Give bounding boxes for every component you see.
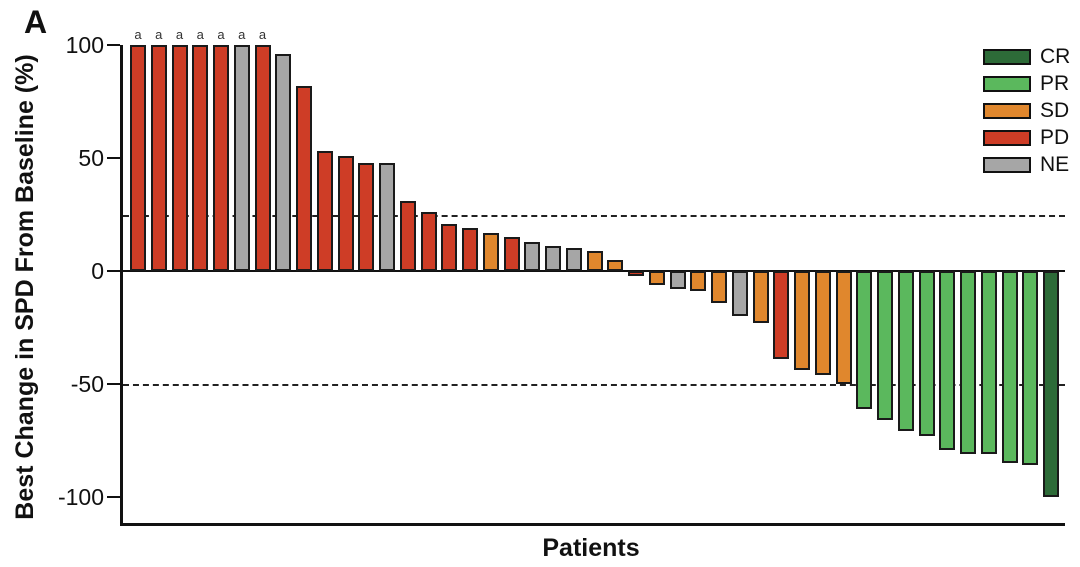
legend-row-pr: PR — [983, 72, 1070, 95]
patient-bar-sd — [586, 250, 603, 271]
y-tick-label: 50 — [78, 145, 104, 171]
footnote-marker: a — [258, 27, 267, 42]
y-tick-label: -50 — [70, 371, 104, 397]
legend-row-pd: PD — [983, 126, 1070, 149]
patient-bar-pd — [254, 45, 271, 271]
patient-bar-pd — [628, 271, 644, 276]
patient-bar-ne — [545, 246, 561, 271]
patient-bar-pd — [316, 151, 333, 271]
patient-bar-pd — [420, 212, 437, 271]
patient-bar-pd — [358, 162, 375, 271]
patient-bar-pr — [897, 271, 914, 432]
legend-row-sd: SD — [983, 99, 1070, 122]
patient-bar-ne — [379, 162, 395, 271]
y-tick-mark — [107, 44, 120, 46]
patient-bar-sd — [794, 271, 810, 371]
footnote-marker: a — [217, 27, 225, 42]
patient-bar-pd — [399, 200, 416, 271]
patient-bar-pr — [856, 271, 873, 409]
patient-bar-pr — [877, 271, 893, 421]
patient-bar-pr — [980, 271, 997, 455]
patient-bar-cr — [1043, 271, 1059, 497]
y-tick-label: 0 — [91, 258, 104, 284]
legend: CR PR SD PD NE — [983, 45, 1070, 183]
y-tick-mark — [107, 157, 120, 159]
legend-swatch-cr — [983, 48, 1031, 65]
footnote-marker: a — [175, 27, 184, 42]
patient-bar-ne — [731, 271, 748, 317]
lower-threshold-dashed-line — [123, 384, 1065, 386]
patient-bar-sd — [814, 271, 831, 375]
patient-bar-pd — [441, 223, 458, 271]
y-tick-mark — [107, 270, 120, 272]
legend-label: NE — [1040, 152, 1070, 176]
legend-label: PR — [1040, 71, 1070, 95]
patient-bar-sd — [482, 232, 499, 271]
footnote-marker: a — [196, 27, 204, 42]
upper-threshold-dashed-line — [123, 214, 1065, 217]
patient-bar-pd — [213, 45, 229, 271]
patient-bar-pd — [337, 155, 354, 271]
footnote-marker: a — [134, 27, 142, 42]
y-axis-label: Best Change in SPD From Baseline (%) — [11, 54, 39, 520]
patient-bar-ne — [524, 241, 541, 271]
footnote-marker: a — [155, 27, 163, 42]
legend-label: CR — [1040, 44, 1071, 68]
x-axis-label: Patients — [542, 534, 640, 562]
patient-bar-ne — [565, 248, 582, 271]
patient-bar-sd — [835, 271, 852, 384]
legend-label: PD — [1040, 125, 1070, 149]
patient-bar-pd — [130, 45, 146, 271]
patient-bar-sd — [752, 271, 769, 323]
legend-swatch-pr — [983, 75, 1031, 92]
patient-bar-pd — [462, 228, 478, 271]
patient-bar-pd — [773, 271, 790, 360]
legend-row-ne: NE — [983, 153, 1070, 176]
patient-bar-pr — [939, 271, 956, 450]
patient-bar-pr — [960, 271, 976, 455]
patient-bar-pr — [1001, 271, 1018, 464]
legend-label: SD — [1040, 98, 1070, 122]
patient-bar-pr — [1022, 271, 1039, 466]
patient-bar-sd — [648, 271, 665, 285]
legend-swatch-sd — [983, 102, 1031, 119]
panel-label: A — [24, 4, 48, 40]
y-tick-mark — [107, 383, 120, 385]
legend-swatch-ne — [983, 156, 1031, 173]
footnote-marker: a — [238, 27, 246, 42]
patient-bar-ne — [275, 54, 292, 271]
patient-bar-sd — [607, 259, 624, 271]
patient-bar-sd — [690, 271, 707, 292]
patient-bar-ne — [233, 45, 250, 271]
patient-bar-pd — [192, 45, 209, 271]
legend-row-cr: CR — [983, 45, 1070, 68]
patient-bar-sd — [711, 271, 727, 303]
zero-baseline-line — [123, 270, 1065, 272]
patient-bar-pr — [918, 271, 935, 436]
y-tick-label: 100 — [65, 32, 104, 58]
y-tick-mark — [107, 496, 120, 498]
y-tick-label: -100 — [57, 484, 104, 510]
legend-swatch-pd — [983, 129, 1031, 146]
patient-bar-pd — [171, 45, 188, 271]
patient-bar-pd — [150, 45, 167, 271]
patient-bar-ne — [669, 271, 686, 290]
patient-bar-pd — [503, 237, 520, 271]
patient-bar-pd — [296, 85, 312, 271]
